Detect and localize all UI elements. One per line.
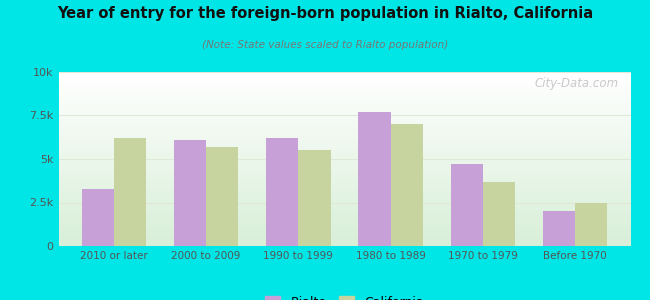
Text: City-Data.com: City-Data.com [535, 77, 619, 90]
Bar [543, 211, 575, 246]
Text: Year of entry for the foreign-born population in Rialto, California: Year of entry for the foreign-born popul… [57, 6, 593, 21]
Bar [575, 202, 608, 246]
Bar [206, 147, 239, 246]
Text: (Note: State values scaled to Rialto population): (Note: State values scaled to Rialto pop… [202, 40, 448, 50]
Legend: Rialto, California: Rialto, California [261, 290, 428, 300]
Bar [114, 138, 146, 246]
Bar [298, 150, 331, 246]
Bar [358, 112, 391, 246]
Bar [483, 182, 515, 246]
Bar [174, 140, 206, 246]
Bar [81, 189, 114, 246]
Bar [450, 164, 483, 246]
Bar [391, 124, 423, 246]
Bar [266, 138, 298, 246]
